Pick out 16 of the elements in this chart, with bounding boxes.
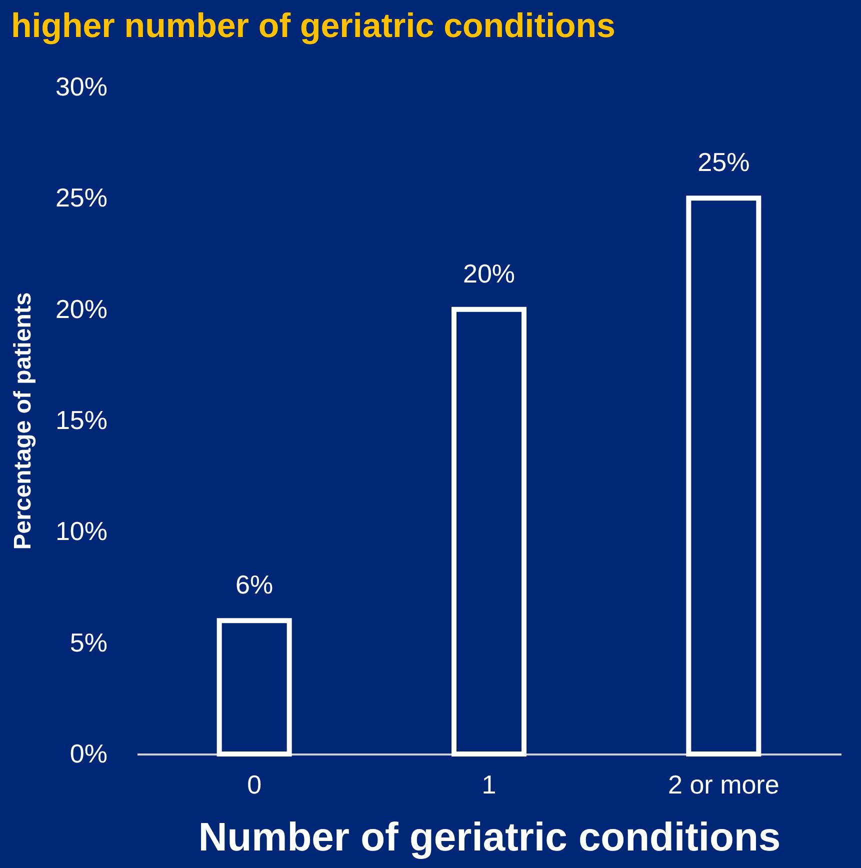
chart-title: higher number of geriatric conditions bbox=[10, 7, 616, 45]
y-tick-label: 5% bbox=[70, 627, 108, 658]
data-label: 6% bbox=[236, 570, 274, 600]
y-tick-label: 0% bbox=[70, 738, 108, 768]
x-axis-title: Number of geriatric conditions bbox=[198, 816, 781, 860]
y-tick-label: 30% bbox=[55, 72, 108, 102]
y-tick-label: 15% bbox=[55, 405, 108, 435]
data-label: 20% bbox=[462, 258, 516, 288]
y-axis-title: Percentage of patients bbox=[9, 292, 36, 550]
y-tick-label: 10% bbox=[55, 516, 108, 546]
y-tick-label: 20% bbox=[55, 294, 108, 324]
x-tick-label: 1 bbox=[482, 770, 496, 800]
data-label: 25% bbox=[698, 147, 750, 178]
y-tick-label: 25% bbox=[55, 182, 108, 213]
x-tick-label: 2 or more bbox=[668, 770, 780, 800]
x-tick-label: 0 bbox=[247, 770, 262, 800]
